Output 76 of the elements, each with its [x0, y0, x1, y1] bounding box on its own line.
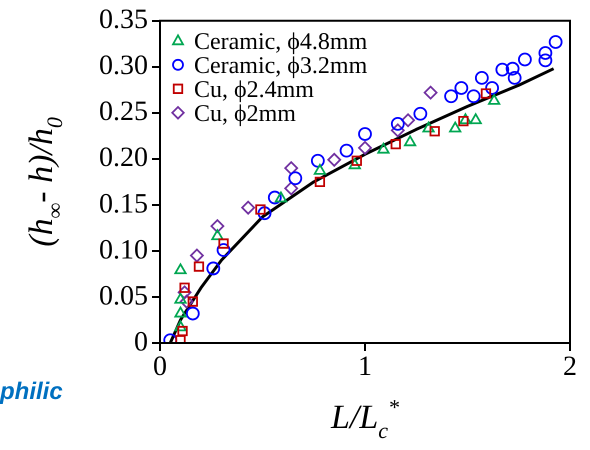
point [488, 94, 500, 105]
point [340, 144, 354, 158]
point [206, 262, 220, 276]
point [274, 192, 288, 202]
point [458, 116, 469, 126]
y-tick-label: 0.30 [99, 50, 148, 82]
point [377, 142, 390, 154]
point [216, 243, 230, 257]
point [284, 161, 298, 175]
point [495, 62, 510, 76]
point [430, 126, 440, 136]
point [284, 181, 298, 196]
point [190, 248, 204, 262]
y-axis-title: (h∞- h)/h0 [23, 117, 68, 247]
point [401, 113, 415, 128]
point [314, 164, 326, 175]
legend-label: Cu, ϕ2.4mm [194, 77, 314, 104]
legend-label: Cu, ϕ2mm [194, 101, 296, 128]
point [210, 219, 224, 233]
legend-label: Ceramic, ϕ3.2mm [194, 53, 368, 80]
point [352, 156, 362, 166]
point [348, 158, 361, 170]
point [288, 171, 302, 186]
point [404, 135, 416, 146]
point [508, 70, 522, 85]
point [506, 62, 520, 76]
y-tick-label: 0.25 [99, 96, 148, 128]
point [174, 292, 187, 304]
y-tick-label: 0.15 [99, 188, 148, 220]
point [470, 113, 482, 124]
point [211, 229, 224, 240]
point [358, 127, 372, 141]
point [454, 81, 468, 95]
point [174, 263, 187, 274]
point [424, 86, 438, 100]
point [390, 123, 405, 138]
point [390, 117, 405, 131]
point [459, 113, 472, 124]
point [449, 122, 462, 132]
point [548, 35, 563, 49]
point [518, 52, 532, 66]
point [466, 89, 481, 104]
point [358, 140, 372, 155]
point [241, 200, 256, 215]
point [174, 306, 187, 318]
point [218, 238, 229, 249]
x-tick-label: 1 [358, 351, 372, 382]
point [444, 89, 458, 104]
point [310, 154, 325, 168]
point [480, 88, 492, 99]
y-tick-label: 0.35 [99, 4, 148, 36]
x-tick-label: 0 [153, 351, 167, 382]
legend-label: Ceramic, ϕ4.8mm [194, 29, 368, 56]
y-tick-label: 0.10 [99, 234, 148, 266]
point [268, 190, 282, 204]
point [177, 326, 188, 336]
point [188, 296, 198, 307]
point [390, 139, 401, 150]
y-tick-label: 0.05 [99, 280, 148, 312]
x-tick-label: 2 [563, 351, 577, 382]
point [538, 53, 552, 68]
point [422, 122, 435, 132]
point [178, 285, 192, 300]
point [194, 261, 204, 272]
y-tick-label: 0 [134, 326, 148, 358]
point [474, 70, 489, 85]
point [174, 320, 187, 332]
y-tick-label: 0.20 [99, 142, 148, 174]
point [258, 206, 272, 220]
point [485, 81, 499, 95]
point [186, 306, 200, 320]
point [327, 152, 342, 167]
point [413, 106, 428, 121]
point [538, 46, 552, 60]
point [314, 176, 326, 188]
point [180, 294, 194, 308]
